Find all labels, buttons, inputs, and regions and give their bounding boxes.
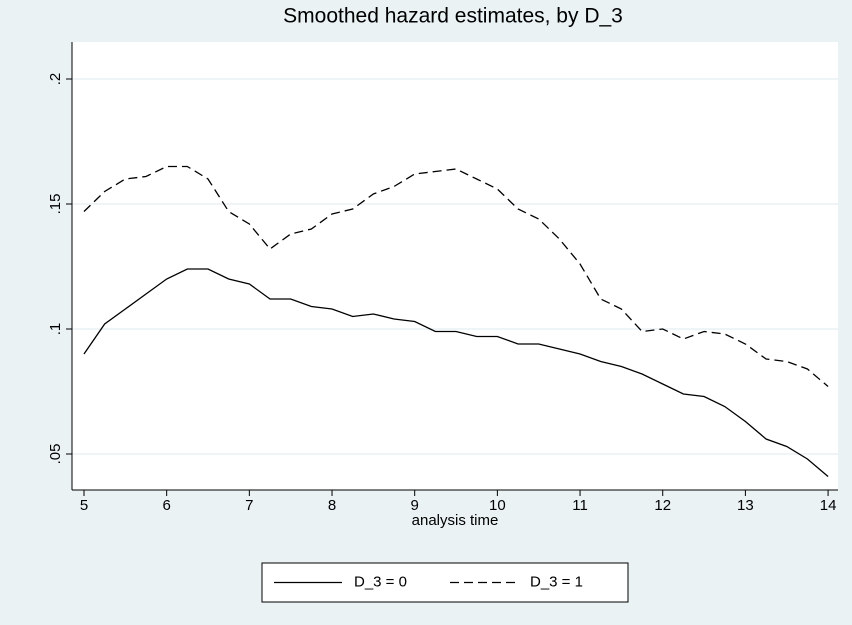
x-tick-label: 5 bbox=[80, 497, 88, 514]
y-tick-label: .15 bbox=[47, 194, 64, 215]
x-tick-label: 13 bbox=[737, 497, 754, 514]
x-tick-label: 10 bbox=[489, 497, 506, 514]
x-tick-label: 7 bbox=[245, 497, 253, 514]
series-line bbox=[83, 165, 829, 387]
y-tick-label: .05 bbox=[47, 444, 64, 465]
series-line bbox=[83, 268, 829, 477]
plot-area bbox=[72, 42, 838, 490]
x-tick-label: 11 bbox=[572, 497, 588, 514]
x-tick-label: 9 bbox=[411, 497, 419, 514]
x-tick-label: 14 bbox=[820, 497, 837, 514]
legend-label: D_3 = 1 bbox=[530, 573, 583, 590]
legend-label: D_3 = 0 bbox=[354, 573, 407, 590]
x-axis-label: analysis time bbox=[412, 512, 499, 529]
x-tick-label: 8 bbox=[328, 497, 336, 514]
y-tick-label: .1 bbox=[47, 323, 64, 336]
y-tick-label: .2 bbox=[47, 73, 64, 86]
x-tick-label: 6 bbox=[162, 497, 170, 514]
chart-title: Smoothed hazard estimates, by D_3 bbox=[283, 5, 623, 28]
x-tick-label: 12 bbox=[654, 497, 671, 514]
